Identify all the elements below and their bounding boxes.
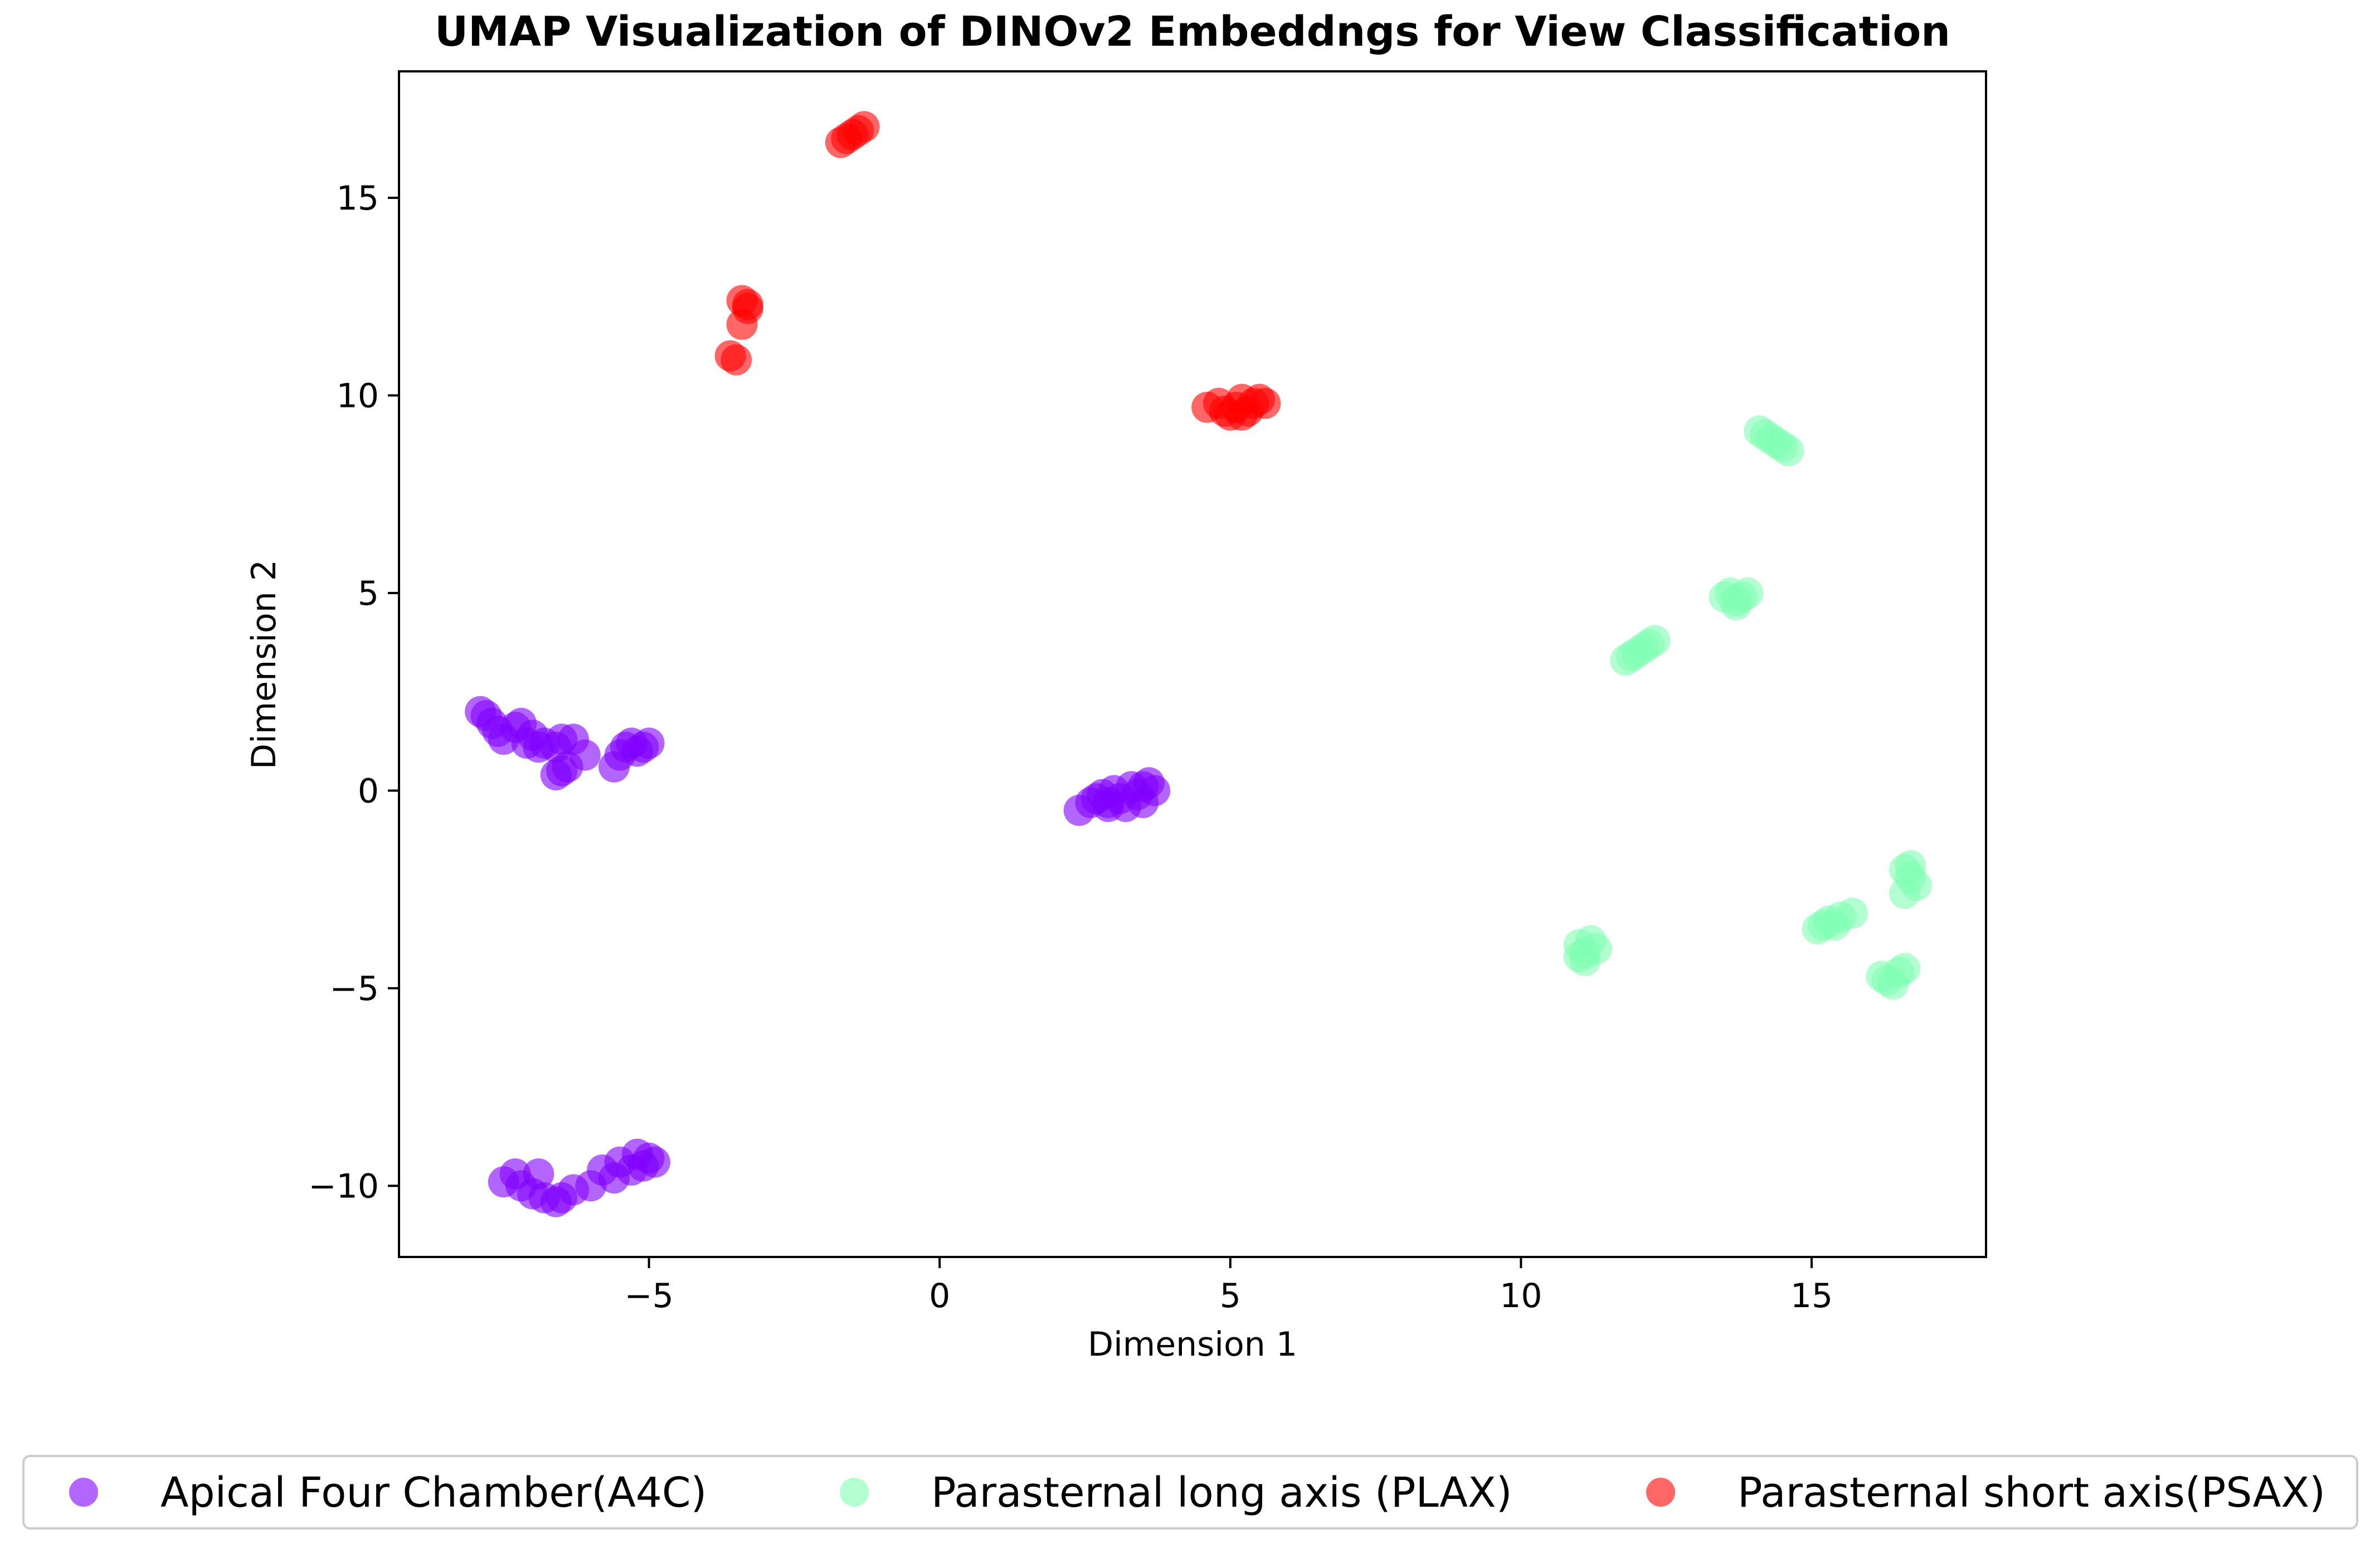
- data-point: [1720, 589, 1752, 621]
- y-tick-label: 15: [337, 179, 379, 218]
- data-point: [1889, 877, 1920, 909]
- legend-marker: [840, 1478, 869, 1507]
- x-tick-label: 0: [929, 1276, 950, 1316]
- data-point: [633, 727, 665, 759]
- data-point: [848, 111, 880, 143]
- plot-frame: [398, 70, 1987, 1258]
- y-tick-label: 5: [358, 574, 379, 613]
- y-axis-ticks: −10 −5 0 5 10 15: [308, 179, 399, 1206]
- series-1-points: [1563, 415, 1932, 1000]
- y-tick-label: 0: [358, 771, 379, 810]
- legend-marker: [1646, 1478, 1675, 1507]
- data-point: [1639, 625, 1671, 656]
- legend-items: Apical Four Chamber(A4C) Parasternal long…: [69, 1469, 2325, 1517]
- legend-label: Parasternal long axis (PLAX): [931, 1469, 1512, 1517]
- y-axis-label: Dimension 2: [245, 560, 284, 769]
- data-point: [1895, 850, 1926, 882]
- x-tick-label: 5: [1220, 1276, 1241, 1316]
- legend-marker: [69, 1478, 98, 1507]
- data-point: [523, 1158, 554, 1190]
- series-2-points: [714, 111, 1281, 431]
- legend-label: Apical Four Chamber(A4C): [160, 1469, 707, 1517]
- legend: Apical Four Chamber(A4C) Parasternal long…: [22, 1455, 2358, 1530]
- data-point: [1226, 399, 1258, 431]
- data-point: [1773, 435, 1804, 467]
- series-0-points: [465, 696, 1171, 1217]
- y-tick-label: 10: [337, 376, 379, 415]
- x-tick-label: 10: [1500, 1276, 1542, 1316]
- data-point: [552, 751, 583, 783]
- data-point: [1249, 387, 1281, 419]
- x-tick-label: −5: [624, 1276, 673, 1316]
- chart-title: UMAP Visualization of DINOv2 Embeddngs f…: [435, 8, 1950, 56]
- data-point: [726, 308, 758, 340]
- x-tick-label: 15: [1790, 1276, 1833, 1316]
- y-tick-label: −5: [330, 969, 379, 1008]
- data-point: [639, 1146, 670, 1178]
- data-point: [1092, 790, 1124, 822]
- data-point: [1127, 771, 1159, 803]
- data-point: [721, 344, 752, 376]
- scatter-points: [465, 111, 1932, 1217]
- x-axis-label: Dimension 1: [1088, 1325, 1297, 1364]
- y-tick-label: −10: [308, 1167, 379, 1206]
- data-point: [1889, 953, 1920, 984]
- legend-label: Parasternal short axis(PSAX): [1737, 1469, 2325, 1517]
- legend-frame: [22, 1455, 2358, 1530]
- x-axis-ticks: −5 0 5 10 15: [624, 1257, 1833, 1316]
- data-point: [1563, 941, 1595, 973]
- data-point: [1837, 897, 1868, 929]
